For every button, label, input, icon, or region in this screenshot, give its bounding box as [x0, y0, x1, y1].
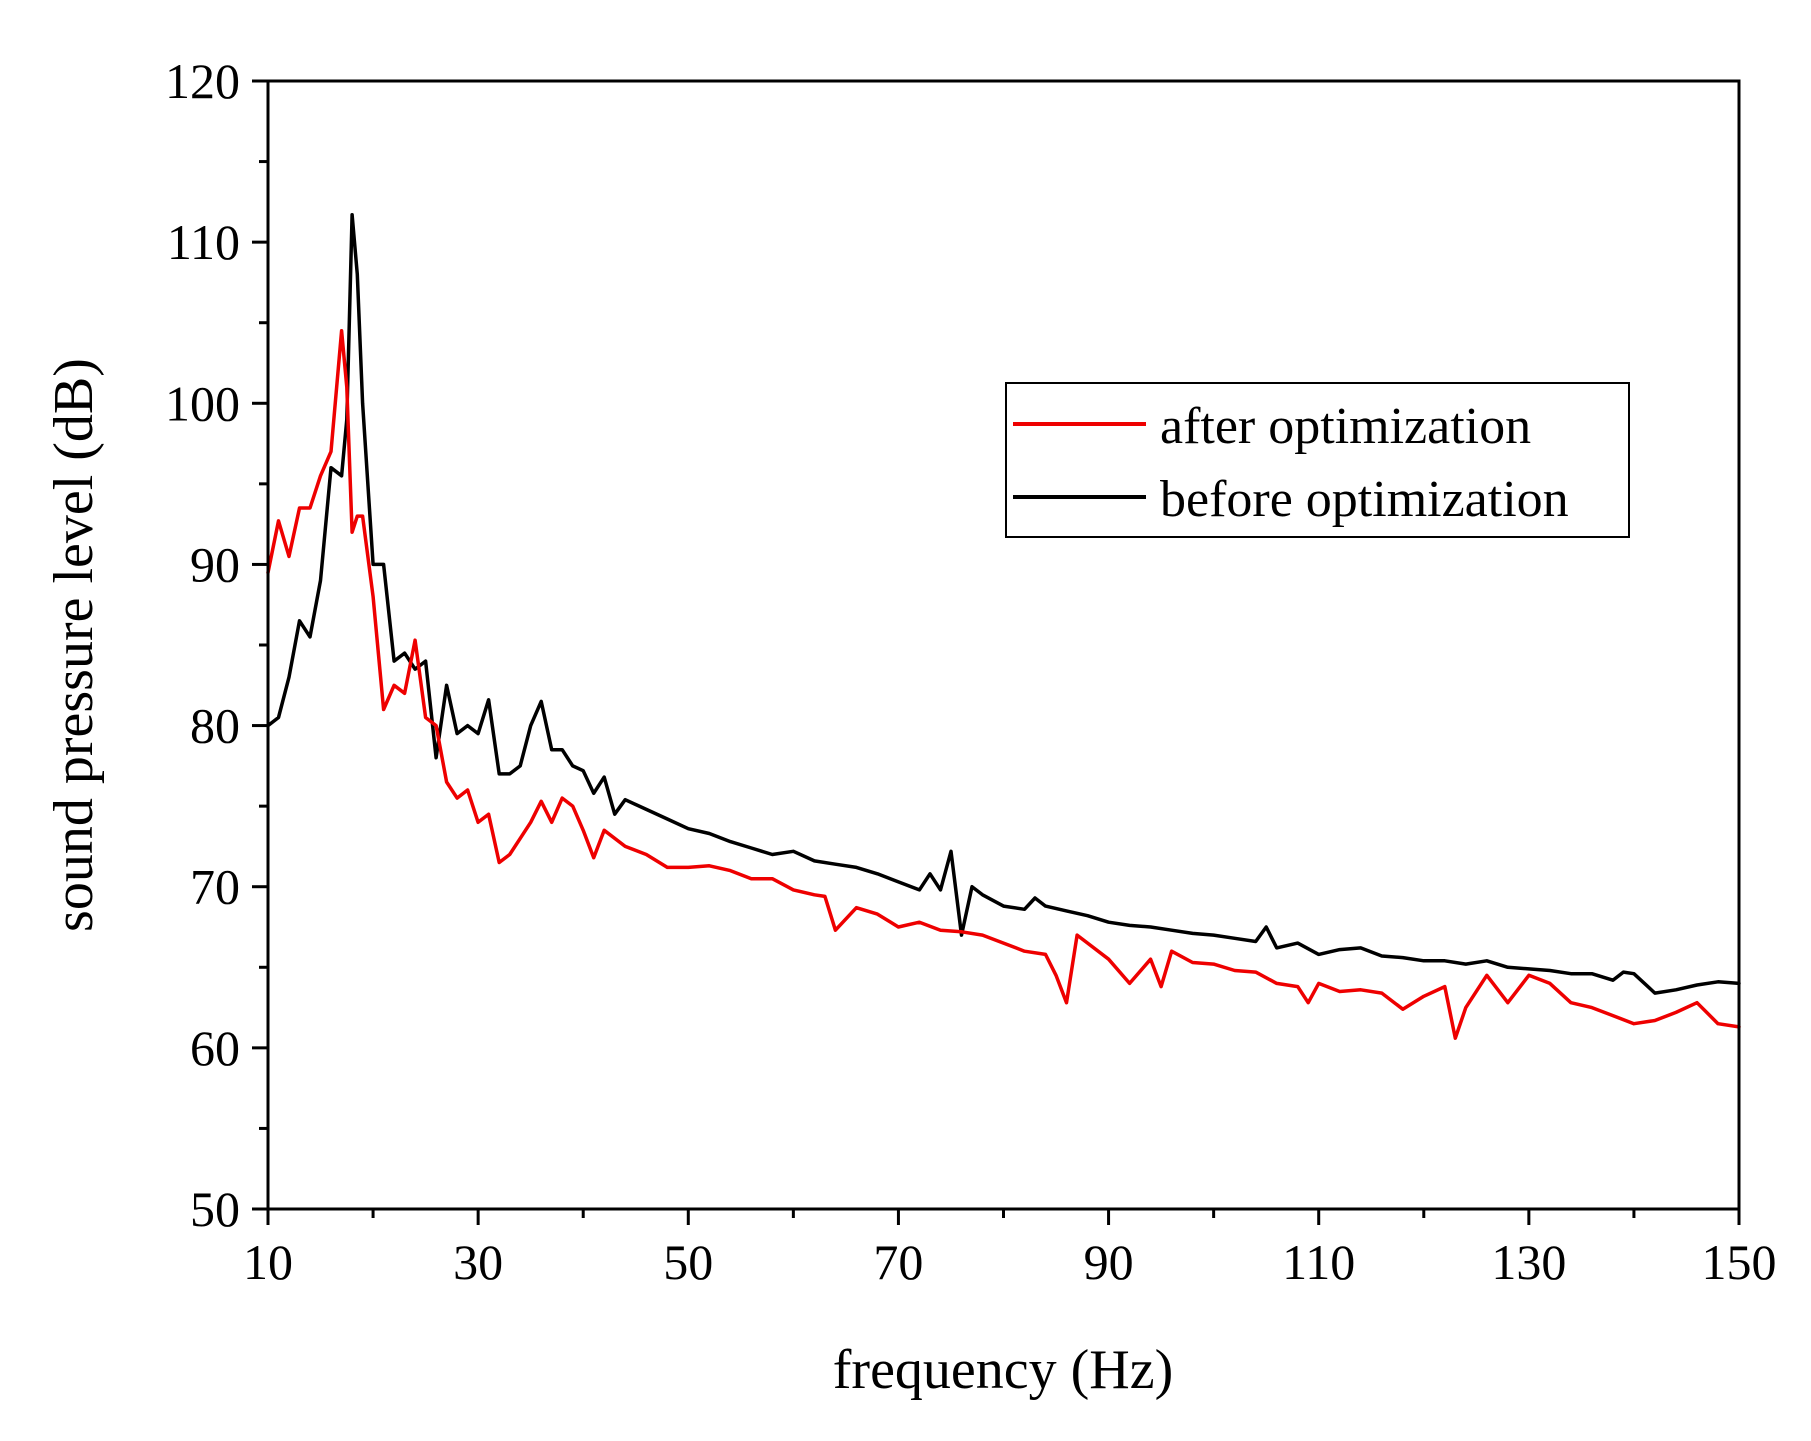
- y-tick-label-120: 120: [165, 53, 240, 109]
- x-tick-label-150: 150: [1702, 1234, 1777, 1290]
- x-tick-label-110: 110: [1282, 1234, 1355, 1290]
- series-line-after-optimization: [266, 329, 1741, 1040]
- x-tick-label-130: 130: [1491, 1234, 1566, 1290]
- x-tick-label-30: 30: [453, 1234, 503, 1290]
- legend-label-before: before optimization: [1160, 471, 1569, 528]
- y-tick-label-70: 70: [190, 859, 240, 915]
- legend-label-after: after optimization: [1160, 398, 1531, 455]
- plot-frame: [266, 79, 1741, 1211]
- x-tick-label-50: 50: [663, 1234, 713, 1290]
- y-axis-title: sound pressure level (dB): [43, 358, 105, 932]
- y-tick-label-90: 90: [190, 536, 240, 592]
- y-tick-label-60: 60: [190, 1020, 240, 1076]
- x-tick-label-10: 10: [243, 1234, 293, 1290]
- y-tick-label-80: 80: [190, 698, 240, 754]
- y-tick-label-110: 110: [167, 214, 240, 270]
- series-line-before-optimization: [266, 212, 1741, 995]
- legend: after optimization before optimization: [1005, 382, 1630, 538]
- x-axis-title: frequency (Hz): [833, 1339, 1173, 1401]
- x-tick-label-70: 70: [873, 1234, 923, 1290]
- legend-box: [1005, 382, 1630, 538]
- x-tick-label-90: 90: [1084, 1234, 1134, 1290]
- y-tick-label-100: 100: [165, 375, 240, 431]
- y-tick-label-50: 50: [190, 1181, 240, 1237]
